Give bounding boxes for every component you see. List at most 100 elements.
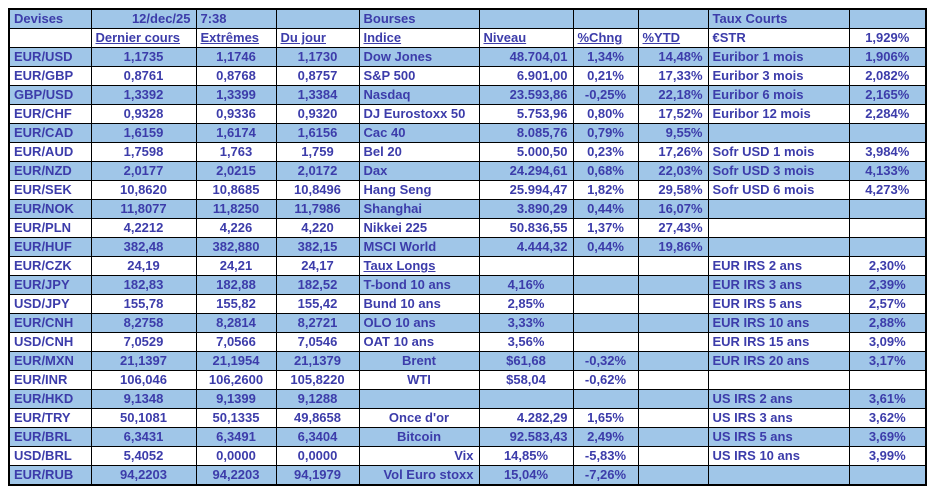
rate-name-cell: US IRS 2 ans (707, 389, 850, 409)
rate-value-cell: 2,082% (848, 66, 927, 86)
dernier-cours-cell: 155,78 (90, 294, 197, 314)
dernier-cours-cell: 5,4052 (90, 446, 197, 466)
extremes-cell: 6,3491 (195, 427, 277, 447)
rate-name-cell: EUR IRS 10 ans (707, 313, 850, 333)
rate-value-cell: 2,57% (848, 294, 927, 314)
bond-name-cell: Bund 10 ans (358, 294, 480, 314)
column-header-du-jour: Du jour (275, 28, 360, 48)
du-jour-cell: 1,759 (275, 142, 360, 162)
du-jour-cell: 24,17 (275, 256, 360, 276)
other-asset-name-cell: Vol Euro stoxx (358, 465, 480, 486)
extremes-cell: 11,8250 (195, 199, 277, 219)
currency-pair-cell: EUR/USD (8, 47, 92, 67)
other-asset-value-cell: 14,85% (478, 446, 574, 466)
empty-cell (848, 123, 927, 143)
currency-pair-cell: EUR/CNH (8, 313, 92, 333)
index-name-cell: Dax (358, 161, 480, 181)
index-name-cell: S&P 500 (358, 66, 480, 86)
extremes-cell: 1,6174 (195, 123, 277, 143)
commodity-price-cell: $61,68 (478, 351, 574, 371)
du-jour-cell: 7,0546 (275, 332, 360, 352)
dernier-cours-cell: 21,1397 (90, 351, 197, 371)
extremes-cell: 9,1399 (195, 389, 277, 409)
section-title-bourses: Bourses (358, 8, 480, 29)
extremes-cell: 155,82 (195, 294, 277, 314)
rate-name-cell: Sofr USD 3 mois (707, 161, 850, 181)
other-asset-name-cell: Once d'or (358, 408, 480, 428)
table-row: EUR/PLN 4,2212 4,226 4,220 Nikkei 225 50.836,… (8, 218, 927, 238)
index-name-cell: Bel 20 (358, 142, 480, 162)
du-jour-cell: 6,3404 (275, 427, 360, 447)
commodity-name-cell: WTI (358, 370, 480, 390)
dernier-cours-cell: 11,8077 (90, 199, 197, 219)
rate-name-cell: Euribor 3 mois (707, 66, 850, 86)
table-row: EUR/SEK 10,8620 10,8685 10,8496 Hang Seng 25.… (8, 180, 927, 200)
index-ytd-cell: 22,18% (637, 85, 709, 105)
empty-cell (848, 370, 927, 390)
index-level-cell: 25.994,47 (478, 180, 574, 200)
index-level-cell: 5.000,50 (478, 142, 574, 162)
rate-name-cell: €STR (707, 28, 850, 48)
rate-name-cell: US IRS 5 ans (707, 427, 850, 447)
report-time: 7:38 (195, 8, 277, 29)
bond-yield-cell: 3,56% (478, 332, 574, 352)
commodity-chng-cell: -0,62% (572, 370, 639, 390)
bond-name-cell: OLO 10 ans (358, 313, 480, 333)
extremes-cell: 0,9336 (195, 104, 277, 124)
index-chng-cell: 0,44% (572, 199, 639, 219)
other-asset-name-cell: Vix (358, 446, 480, 466)
index-level-cell: 8.085,76 (478, 123, 574, 143)
du-jour-cell: 2,0172 (275, 161, 360, 181)
du-jour-cell: 11,7986 (275, 199, 360, 219)
empty-cell (637, 351, 709, 371)
empty-cell (637, 427, 709, 447)
currency-pair-cell: EUR/CZK (8, 256, 92, 276)
du-jour-cell: 105,8220 (275, 370, 360, 390)
index-chng-cell: 0,79% (572, 123, 639, 143)
rate-name-cell: EUR IRS 5 ans (707, 294, 850, 314)
commodity-name-cell: Brent (358, 351, 480, 371)
other-asset-chng-cell: 2,49% (572, 427, 639, 447)
dernier-cours-cell: 24,19 (90, 256, 197, 276)
extremes-cell: 21,1954 (195, 351, 277, 371)
table-row: EUR/HKD 9,1348 9,1399 9,1288 US IRS 2 ans 3,6… (8, 389, 927, 409)
empty-cell (572, 8, 639, 29)
dernier-cours-cell: 1,7598 (90, 142, 197, 162)
extremes-cell: 0,0000 (195, 446, 277, 466)
index-level-cell: 24.294,61 (478, 161, 574, 181)
rate-value-cell: 2,165% (848, 85, 927, 105)
empty-cell (572, 389, 639, 409)
empty-cell (707, 465, 850, 486)
index-name-cell: Cac 40 (358, 123, 480, 143)
index-ytd-cell: 19,86% (637, 237, 709, 257)
currency-pair-cell: EUR/MXN (8, 351, 92, 371)
currency-pair-cell: EUR/INR (8, 370, 92, 390)
extremes-cell: 4,226 (195, 218, 277, 238)
rate-value-cell: 3,09% (848, 332, 927, 352)
rate-value-cell: 3,61% (848, 389, 927, 409)
index-chng-cell: 1,37% (572, 218, 639, 238)
table-row: EUR/GBP 0,8761 0,8768 0,8757 S&P 500 6.901,00… (8, 66, 927, 86)
currency-pair-cell: EUR/JPY (8, 275, 92, 295)
empty-cell (848, 465, 927, 486)
du-jour-cell: 49,8658 (275, 408, 360, 428)
empty-cell (707, 218, 850, 238)
taux-longs-header: Taux Longs (358, 256, 480, 276)
rate-name-cell: Sofr USD 1 mois (707, 142, 850, 162)
empty-cell (848, 8, 927, 29)
currency-pair-cell: EUR/NZD (8, 161, 92, 181)
other-asset-chng-cell: -7,26% (572, 465, 639, 486)
extremes-cell: 1,1746 (195, 47, 277, 67)
du-jour-cell: 155,42 (275, 294, 360, 314)
du-jour-cell: 0,9320 (275, 104, 360, 124)
currency-pair-cell: GBP/USD (8, 85, 92, 105)
currency-pair-cell: EUR/HUF (8, 237, 92, 257)
bond-yield-cell: 3,33% (478, 313, 574, 333)
empty-cell (707, 199, 850, 219)
dernier-cours-cell: 1,1735 (90, 47, 197, 67)
dernier-cours-cell: 0,9328 (90, 104, 197, 124)
rate-value-cell: 3,99% (848, 446, 927, 466)
section-title-devises: Devises (8, 8, 92, 29)
rate-value-cell: 3,984% (848, 142, 927, 162)
empty-cell (572, 313, 639, 333)
